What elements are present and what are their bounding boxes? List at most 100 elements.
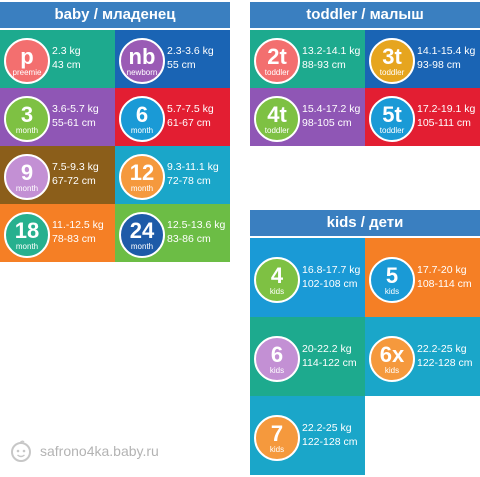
weight-range: 17.7-20 kg <box>417 264 467 276</box>
size-code: 3 <box>20 101 34 127</box>
size-info: 3.6-5.7 kg 55-61 cm <box>52 102 99 130</box>
size-category: kids <box>269 365 285 375</box>
size-badge: 3 month <box>4 96 50 142</box>
size-info: 2.3 kg 43 cm <box>52 44 81 72</box>
size-code: p <box>20 43 34 69</box>
height-range: 72-78 cm <box>167 175 211 187</box>
kids-size-cell: 5 kids 17.7-20 kg 108-114 cm <box>365 238 480 317</box>
size-info: 14.1-15.4 kg 93-98 cm <box>417 44 475 72</box>
height-range: 108-114 cm <box>417 278 472 290</box>
size-category: preemie <box>12 67 42 77</box>
height-range: 98-105 cm <box>302 117 352 129</box>
size-category: month <box>15 183 39 193</box>
size-badge: 6 month <box>119 96 165 142</box>
size-code: 2t <box>267 43 287 69</box>
size-badge: 2t toddler <box>254 38 300 84</box>
size-badge: p preemie <box>4 38 50 84</box>
weight-range: 12.5-13.6 kg <box>167 219 226 231</box>
size-code: 24 <box>129 217 155 243</box>
size-code: 4t <box>267 101 287 127</box>
height-range: 43 cm <box>52 59 81 71</box>
baby-logo-icon <box>11 440 31 462</box>
size-badge: 5 kids <box>369 257 415 303</box>
baby-size-cell: nb newborn 2.3-3.6 kg 55 cm <box>115 30 230 88</box>
size-info: 15.4-17.2 kg 98-105 cm <box>302 102 360 130</box>
kids-size-cell: 7 kids 22.2-25 kg 122-128 cm <box>250 396 365 475</box>
weight-range: 2.3 kg <box>52 45 81 57</box>
kids-size-cell: 6 kids 20-22.2 kg 114-122 cm <box>250 317 365 396</box>
size-info: 17.7-20 kg 108-114 cm <box>417 263 472 291</box>
size-code: 18 <box>14 217 40 243</box>
weight-range: 17.2-19.1 kg <box>417 103 476 115</box>
height-range: 105-111 cm <box>417 117 471 129</box>
height-range: 67-72 cm <box>52 175 96 187</box>
weight-range: 16.8-17.7 kg <box>302 264 361 276</box>
weight-range: 11.-12.5 kg <box>52 219 104 231</box>
size-category: month <box>15 241 39 251</box>
size-badge: nb newborn <box>119 38 165 84</box>
size-category: kids <box>384 365 400 375</box>
size-category: month <box>15 125 39 135</box>
size-code: 5t <box>382 101 402 127</box>
weight-range: 9.3-11.1 kg <box>167 161 219 173</box>
height-range: 102-108 cm <box>302 278 358 290</box>
height-range: 78-83 cm <box>52 233 96 245</box>
weight-range: 3.6-5.7 kg <box>52 103 99 115</box>
size-info: 5.7-7.5 kg 61-67 cm <box>167 102 214 130</box>
size-badge: 3t toddler <box>369 38 415 84</box>
size-code: 7 <box>270 420 284 446</box>
size-badge: 18 month <box>4 212 50 258</box>
height-range: 55 cm <box>167 59 196 71</box>
baby-size-cell: 18 month 11.-12.5 kg 78-83 cm <box>0 204 115 262</box>
baby-size-cell: 3 month 3.6-5.7 kg 55-61 cm <box>0 88 115 146</box>
baby-size-cell: 9 month 7.5-9.3 kg 67-72 cm <box>0 146 115 204</box>
weight-range: 2.3-3.6 kg <box>167 45 214 57</box>
size-info: 22.2-25 kg 122-128 cm <box>417 342 472 370</box>
size-badge: 4t toddler <box>254 96 300 142</box>
size-badge: 24 month <box>119 212 165 258</box>
weight-range: 20-22.2 kg <box>302 343 352 355</box>
size-code: nb <box>128 43 156 69</box>
size-category: month <box>130 241 154 251</box>
size-category: kids <box>384 286 400 296</box>
size-info: 7.5-9.3 kg 67-72 cm <box>52 160 99 188</box>
size-info: 22.2-25 kg 122-128 cm <box>302 421 357 449</box>
weight-range: 14.1-15.4 kg <box>417 45 476 57</box>
kids-size-cell: 6x kids 22.2-25 kg 122-128 cm <box>365 317 480 396</box>
toddler-size-cell: 4t toddler 15.4-17.2 kg 98-105 cm <box>250 88 365 146</box>
size-info: 9.3-11.1 kg 72-78 cm <box>167 160 219 188</box>
size-category: toddler <box>264 67 290 77</box>
weight-range: 5.7-7.5 kg <box>167 103 214 115</box>
size-badge: 4 kids <box>254 257 300 303</box>
height-range: 83-86 cm <box>167 233 211 245</box>
size-info: 11.-12.5 kg 78-83 cm <box>52 218 104 246</box>
height-range: 88-93 cm <box>302 59 346 71</box>
size-badge: 6 kids <box>254 336 300 382</box>
size-category: kids <box>269 286 285 296</box>
baby-size-cell: 24 month 12.5-13.6 kg 83-86 cm <box>115 204 230 262</box>
size-badge: 6x kids <box>369 336 415 382</box>
baby-size-cell: 12 month 9.3-11.1 kg 72-78 cm <box>115 146 230 204</box>
size-code: 6x <box>379 341 405 367</box>
size-badge: 5t toddler <box>369 96 415 142</box>
kids-section-header: kids / дети <box>250 210 480 236</box>
weight-range: 22.2-25 kg <box>302 422 352 434</box>
size-category: newborn <box>126 67 158 77</box>
toddler-size-cell: 3t toddler 14.1-15.4 kg 93-98 cm <box>365 30 480 88</box>
size-code: 4 <box>270 262 284 288</box>
size-category: month <box>130 125 154 135</box>
baby-size-cell: p preemie 2.3 kg 43 cm <box>0 30 115 88</box>
toddler-size-cell: 2t toddler 13.2-14.1 kg 88-93 cm <box>250 30 365 88</box>
weight-range: 7.5-9.3 kg <box>52 161 99 173</box>
size-info: 13.2-14.1 kg 88-93 cm <box>302 44 360 72</box>
size-info: 12.5-13.6 kg 83-86 cm <box>167 218 225 246</box>
size-info: 17.2-19.1 kg 105-111 cm <box>417 102 475 130</box>
size-category: kids <box>269 444 285 454</box>
size-info: 16.8-17.7 kg 102-108 cm <box>302 263 360 291</box>
size-code: 3t <box>382 43 402 69</box>
toddler-size-cell: 5t toddler 17.2-19.1 kg 105-111 cm <box>365 88 480 146</box>
weight-range: 15.4-17.2 kg <box>302 103 361 115</box>
height-range: 122-128 cm <box>302 436 358 448</box>
size-badge: 12 month <box>119 154 165 200</box>
weight-range: 13.2-14.1 kg <box>302 45 361 57</box>
